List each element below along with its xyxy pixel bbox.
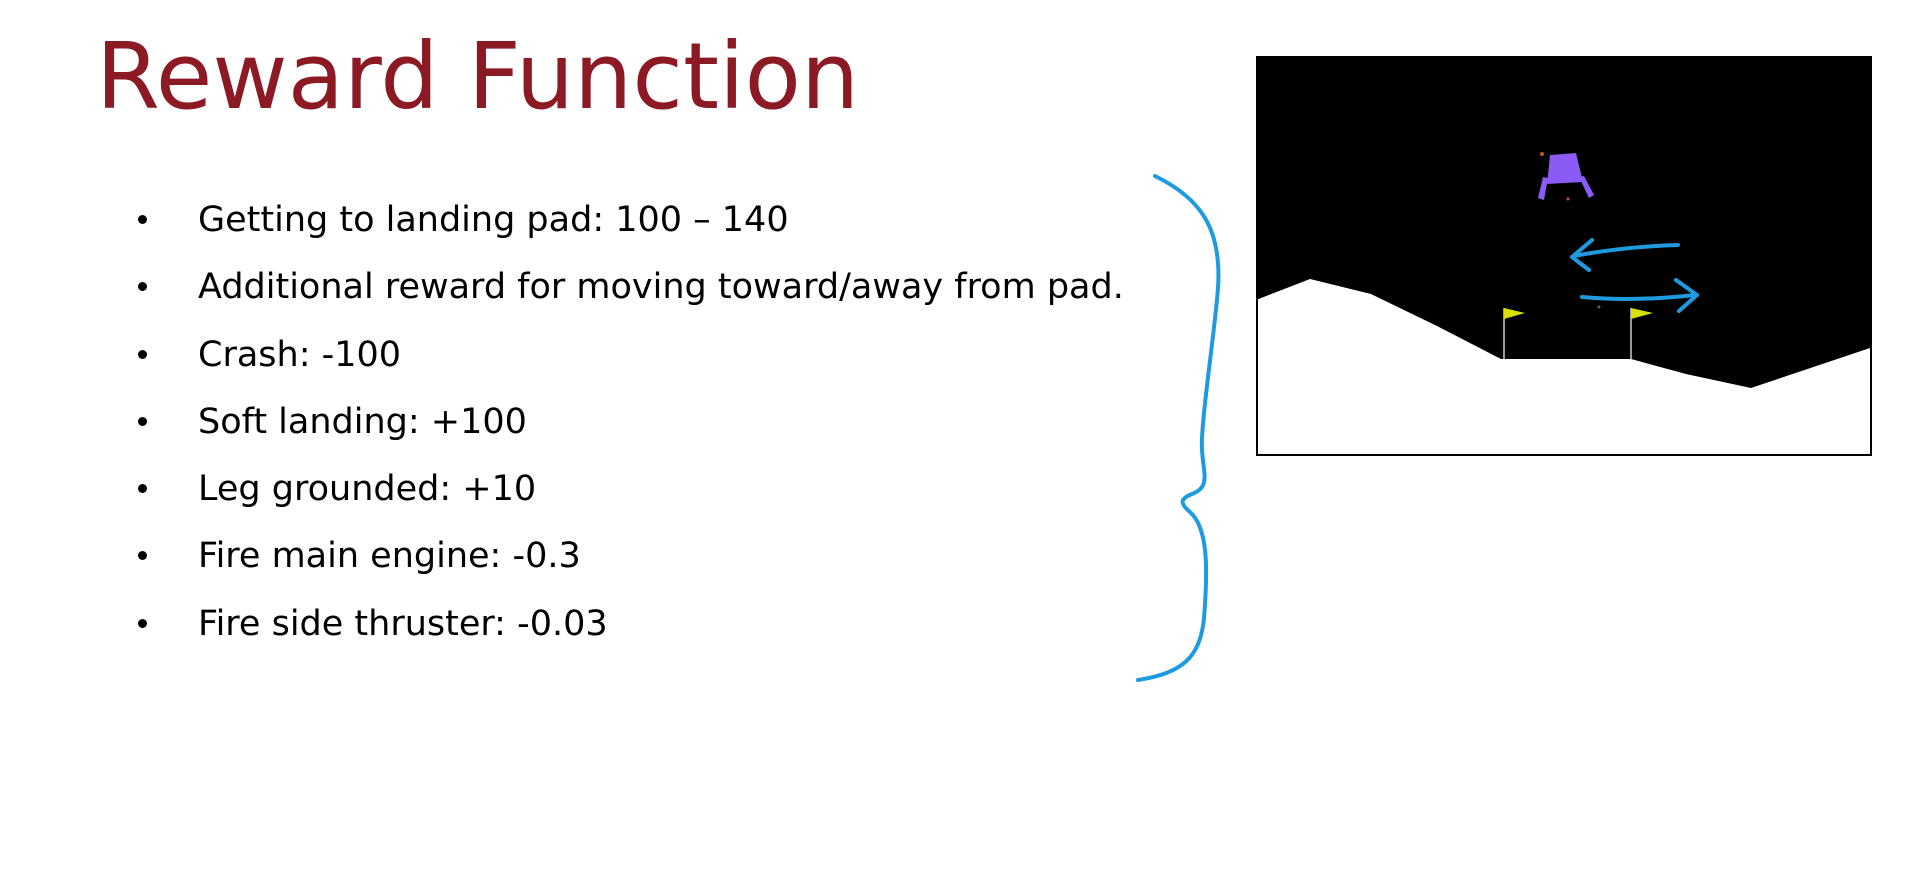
bullet-text: Fire main engine: -0.3 xyxy=(198,536,581,577)
left-flag-icon xyxy=(1503,308,1525,359)
lunar-lander-game-illustration xyxy=(1256,56,1872,456)
bullet-text: Leg grounded: +10 xyxy=(198,469,537,510)
right-flag-icon xyxy=(1630,308,1653,359)
bullet-text: Additional reward for moving toward/away… xyxy=(198,267,1124,308)
bullet-dot-icon xyxy=(138,282,147,292)
bullet-text: Fire side thruster: -0.03 xyxy=(198,603,608,644)
bullet-text: Getting to landing pad: 100 – 140 xyxy=(198,200,789,240)
bullet-dot-icon xyxy=(138,215,147,224)
bullet-dot-icon xyxy=(138,349,147,359)
moon-terrain xyxy=(1256,279,1870,454)
bullet-dot-icon xyxy=(138,416,147,426)
game-frame xyxy=(1256,56,1872,456)
slide-title: Reward Function xyxy=(96,23,860,130)
bullet-dot-icon xyxy=(138,618,147,628)
arrow-right-icon xyxy=(1580,278,1699,313)
curly-brace-annotation-icon xyxy=(1136,174,1221,682)
bullet-dot-icon xyxy=(138,484,147,494)
bullet-text: Soft landing: +100 xyxy=(198,401,527,442)
arrow-left-icon xyxy=(1570,238,1680,272)
bullet-dot-icon xyxy=(138,551,147,561)
lander-icon xyxy=(1538,152,1601,309)
bullet-text: Crash: -100 xyxy=(198,334,402,375)
